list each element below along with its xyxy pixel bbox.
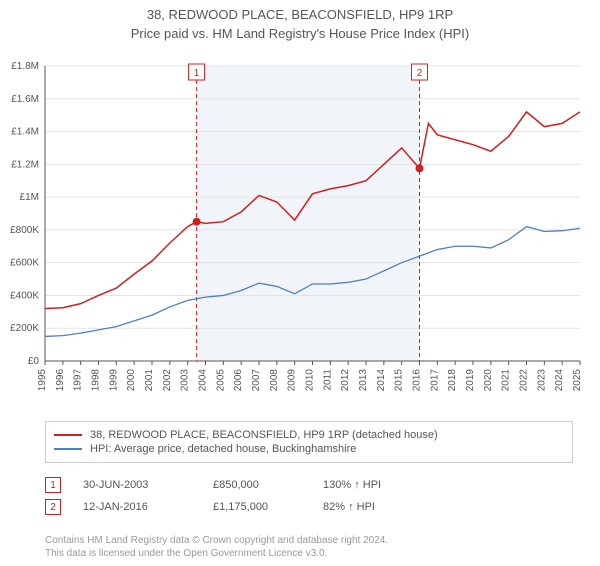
svg-text:2019: 2019 <box>465 369 476 392</box>
svg-text:2005: 2005 <box>215 369 226 392</box>
svg-text:2000: 2000 <box>126 369 137 392</box>
svg-text:2009: 2009 <box>287 369 298 392</box>
svg-text:1: 1 <box>194 68 200 79</box>
marker-number-box: 2 <box>45 499 61 515</box>
svg-text:1995: 1995 <box>37 369 48 392</box>
legend-item: HPI: Average price, detached house, Buck… <box>54 443 564 455</box>
svg-text:2025: 2025 <box>572 369 583 392</box>
svg-text:2018: 2018 <box>447 369 458 392</box>
svg-text:2003: 2003 <box>180 369 191 392</box>
svg-text:£1.4M: £1.4M <box>11 127 39 138</box>
legend-label: HPI: Average price, detached house, Buck… <box>90 443 356 455</box>
svg-text:1996: 1996 <box>55 369 66 392</box>
marker-date: 12-JAN-2016 <box>83 501 213 513</box>
svg-text:£1.8M: £1.8M <box>11 61 39 72</box>
chart-area: £0£200K£400K£600K£800K£1M£1.2M£1.4M£1.6M… <box>45 61 585 391</box>
line-chart: £0£200K£400K£600K£800K£1M£1.2M£1.4M£1.6M… <box>45 61 585 391</box>
svg-text:£400K: £400K <box>10 290 39 301</box>
legend-swatch-property <box>54 434 82 436</box>
svg-text:2008: 2008 <box>269 369 280 392</box>
svg-text:2004: 2004 <box>198 369 209 392</box>
svg-text:2001: 2001 <box>144 369 155 392</box>
svg-text:2006: 2006 <box>233 369 244 392</box>
svg-text:£200K: £200K <box>10 323 39 334</box>
attribution-line: This data is licensed under the Open Gov… <box>45 547 388 560</box>
marker-pct: 130% ↑ HPI <box>323 479 413 491</box>
svg-text:2007: 2007 <box>251 369 262 392</box>
svg-text:2012: 2012 <box>340 369 351 392</box>
svg-text:2023: 2023 <box>536 369 547 392</box>
attribution: Contains HM Land Registry data © Crown c… <box>45 534 388 560</box>
svg-text:2020: 2020 <box>483 369 494 392</box>
attribution-line: Contains HM Land Registry data © Crown c… <box>45 534 388 547</box>
svg-text:2013: 2013 <box>358 369 369 392</box>
svg-text:1997: 1997 <box>73 369 84 392</box>
svg-text:2017: 2017 <box>429 369 440 392</box>
svg-text:2010: 2010 <box>305 369 316 392</box>
svg-text:2015: 2015 <box>394 369 405 392</box>
svg-text:2014: 2014 <box>376 369 387 392</box>
marker-row: 1 30-JUN-2003 £850,000 130% ↑ HPI <box>45 477 413 493</box>
marker-date: 30-JUN-2003 <box>83 479 213 491</box>
page-title: 38, REDWOOD PLACE, BEACONSFIELD, HP9 1RP <box>0 6 600 24</box>
marker-number-box: 1 <box>45 477 61 493</box>
legend-swatch-hpi <box>54 448 82 450</box>
svg-text:2016: 2016 <box>412 369 423 392</box>
marker-row: 2 12-JAN-2016 £1,175,000 82% ↑ HPI <box>45 499 413 515</box>
svg-text:2021: 2021 <box>501 369 512 392</box>
marker-price: £850,000 <box>213 479 323 491</box>
svg-text:2022: 2022 <box>519 369 530 392</box>
svg-text:£0: £0 <box>28 356 40 367</box>
legend-label: 38, REDWOOD PLACE, BEACONSFIELD, HP9 1RP… <box>90 429 438 441</box>
legend-item: 38, REDWOOD PLACE, BEACONSFIELD, HP9 1RP… <box>54 429 564 441</box>
marker-pct: 82% ↑ HPI <box>323 501 413 513</box>
svg-text:2011: 2011 <box>322 369 333 391</box>
svg-text:£600K: £600K <box>10 258 39 269</box>
svg-text:2002: 2002 <box>162 369 173 392</box>
svg-text:1999: 1999 <box>108 369 119 392</box>
chart-container: 38, REDWOOD PLACE, BEACONSFIELD, HP9 1RP… <box>0 6 600 566</box>
marker-price: £1,175,000 <box>213 501 323 513</box>
svg-text:£1M: £1M <box>20 192 39 203</box>
svg-text:£1.2M: £1.2M <box>11 159 39 170</box>
svg-text:£1.6M: £1.6M <box>11 94 39 105</box>
svg-text:2: 2 <box>417 68 423 79</box>
svg-text:1998: 1998 <box>91 369 102 392</box>
page-subtitle: Price paid vs. HM Land Registry's House … <box>0 26 600 41</box>
svg-text:£800K: £800K <box>10 225 39 236</box>
marker-table: 1 30-JUN-2003 £850,000 130% ↑ HPI 2 12-J… <box>45 471 413 521</box>
svg-text:2024: 2024 <box>554 369 565 392</box>
legend: 38, REDWOOD PLACE, BEACONSFIELD, HP9 1RP… <box>45 421 573 463</box>
